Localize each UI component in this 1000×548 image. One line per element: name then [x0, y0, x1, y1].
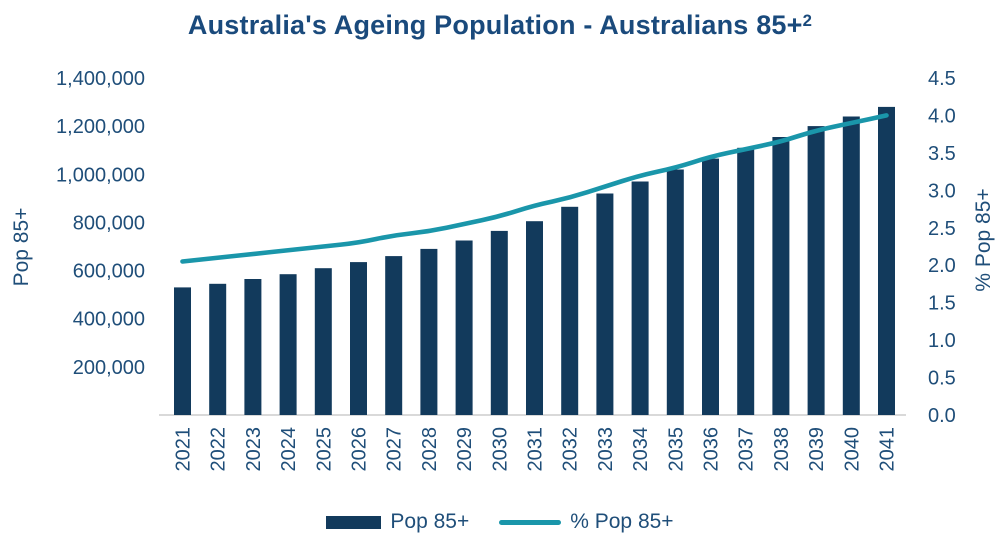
- y-left-tick-label: 400,000: [73, 309, 145, 331]
- x-tick-label: 2033: [595, 427, 617, 472]
- y-right-tick-label: 3.0: [928, 180, 956, 202]
- x-tick-label: 2032: [560, 427, 582, 472]
- x-tick-label: 2026: [349, 427, 371, 472]
- x-tick-label: 2039: [806, 427, 828, 472]
- y-right-tick-label: 2.5: [928, 218, 956, 240]
- y-right-tick-label: 4.5: [928, 68, 956, 90]
- bar-series: [174, 106, 895, 416]
- bar-2035: [666, 169, 684, 415]
- legend-bar-swatch: [326, 515, 382, 529]
- x-tick-label: 2041: [877, 427, 899, 472]
- y-left-tick-label: 800,000: [73, 212, 145, 234]
- x-tick-label: 2021: [173, 427, 195, 472]
- y-right-tick-label: 0.0: [928, 405, 956, 427]
- bar-2030: [490, 230, 508, 415]
- x-tick-label: 2024: [278, 427, 300, 472]
- y-right-tick-label: 1.5: [928, 293, 956, 315]
- bar-2026: [350, 262, 367, 415]
- x-tick-label: 2035: [665, 427, 687, 472]
- bar-2032: [561, 206, 579, 415]
- chart-title-footnote-marker: 2: [802, 11, 813, 31]
- bar-2037: [737, 147, 755, 416]
- x-axis-labels: 2021 2022 2023 2024 2025 2026 2027 2028 2029 2030…: [173, 427, 899, 472]
- y-left-tick-label: 200,000: [73, 357, 145, 379]
- x-tick-label: 2038: [771, 427, 793, 472]
- bar-2039: [807, 126, 825, 415]
- chart-title-text: Australia's Ageing Population - Australi…: [187, 10, 803, 40]
- bar-2024: [279, 274, 297, 415]
- bar-2031: [526, 221, 543, 415]
- y-right-tick-label: 2.0: [928, 255, 956, 277]
- y-left-tick-label: 1,000,000: [56, 164, 145, 186]
- y-axis-left-ticks: 200,000 400,000 600,000 800,000 1,000,000 1,2…: [56, 68, 145, 379]
- bar-2041: [878, 106, 895, 416]
- trend-line: [180, 113, 889, 264]
- bar-2029: [455, 240, 473, 415]
- y-left-tick-label: 1,400,000: [56, 68, 145, 90]
- x-tick-label: 2027: [384, 427, 406, 472]
- bar-2034: [631, 181, 649, 415]
- x-tick-label: 2025: [313, 427, 335, 472]
- y-right-tick-label: 0.5: [928, 368, 956, 390]
- bar-2021: [174, 287, 191, 415]
- x-tick-label: 2031: [525, 427, 547, 472]
- y-left-tick-label: 1,200,000: [56, 116, 145, 138]
- legend-line-label: % Pop 85+: [570, 510, 674, 533]
- y-right-tick-label: 4.0: [928, 105, 956, 127]
- x-tick-label: 2022: [208, 427, 230, 472]
- y-right-tick-label: 1.0: [928, 330, 956, 352]
- bar-2025: [314, 268, 332, 415]
- y-left-tick-label: 600,000: [73, 261, 145, 283]
- bar-2038: [772, 137, 790, 415]
- x-tick-label: 2036: [701, 427, 723, 472]
- bar-2022: [209, 283, 227, 415]
- legend-bar-label: Pop 85+: [390, 510, 470, 533]
- bar-2027: [385, 256, 403, 415]
- legend: Pop 85+ % Pop 85+: [0, 507, 1000, 537]
- bar-2040: [842, 116, 860, 415]
- x-tick-label: 2030: [489, 427, 511, 472]
- legend-line-swatch: [499, 519, 562, 525]
- bar-2023: [244, 279, 262, 415]
- x-tick-label: 2023: [243, 427, 265, 472]
- x-tick-label: 2034: [630, 427, 652, 472]
- bar-2028: [420, 248, 438, 415]
- y-axis-left-title: Pop 85+: [10, 208, 33, 287]
- x-tick-label: 2029: [454, 427, 476, 472]
- y-right-tick-label: 3.5: [928, 143, 956, 165]
- chart-title: Australia's Ageing Population - Australi…: [0, 10, 1000, 41]
- x-tick-label: 2040: [841, 427, 863, 472]
- y-axis-right-title: % Pop 85+: [972, 188, 995, 291]
- y-axis-right-ticks: 0.0 0.5 1.0 1.5 2.0 2.5 3.0 3.5 4.0 4.5: [928, 68, 956, 427]
- x-tick-label: 2037: [736, 427, 758, 472]
- x-tick-label: 2028: [419, 427, 441, 472]
- bar-2033: [596, 193, 614, 415]
- bar-2036: [702, 158, 719, 415]
- line-series: [180, 113, 889, 264]
